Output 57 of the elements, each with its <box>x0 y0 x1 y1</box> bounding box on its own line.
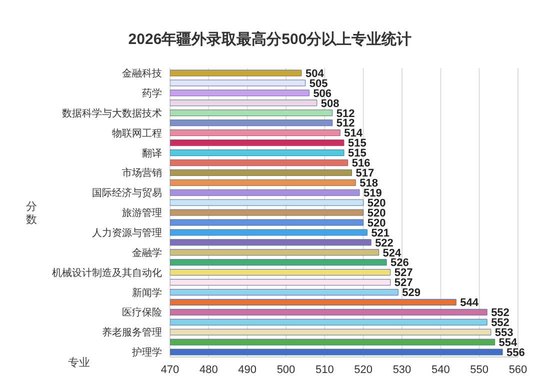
x-tick-label: 480 <box>199 364 218 376</box>
x-tick-label: 470 <box>160 364 180 376</box>
data-label: 520 <box>367 197 386 210</box>
y-tick-label: 机械设计制造及其自动化 <box>52 266 162 279</box>
data-label: 556 <box>506 346 525 359</box>
data-label: 544 <box>460 297 480 310</box>
x-tick-label: 530 <box>392 364 412 376</box>
data-label: 512 <box>336 118 355 130</box>
data-label: 529 <box>402 287 420 300</box>
y-tick-label: 市场营销 <box>122 167 162 180</box>
data-label: 552 <box>491 307 510 320</box>
data-label: 520 <box>367 207 386 220</box>
x-axis-title: 专业 <box>68 355 90 370</box>
data-label: 527 <box>394 267 413 280</box>
x-tick-label: 500 <box>276 364 296 376</box>
x-tick-label: 510 <box>315 364 334 376</box>
data-label: 512 <box>336 108 355 120</box>
data-label: 524 <box>382 247 402 260</box>
y-tick-label: 医疗保险 <box>122 306 162 319</box>
y-tick-label: 数据科学与大数据技术 <box>62 107 162 120</box>
data-label: 552 <box>491 317 510 330</box>
data-label: 553 <box>494 327 514 340</box>
data-label: 506 <box>313 88 332 100</box>
y-tick-label: 人力资源与管理 <box>92 226 162 239</box>
y-tick-label: 养老服务管理 <box>102 326 162 339</box>
x-tick-label: 550 <box>470 364 489 376</box>
data-label: 508 <box>320 98 340 110</box>
data-label: 522 <box>375 237 394 250</box>
data-label: 517 <box>356 168 374 180</box>
data-label: 519 <box>363 187 382 200</box>
data-label: 514 <box>344 128 364 140</box>
x-tick-label: 560 <box>508 364 528 376</box>
y-tick-label: 金融学 <box>132 246 162 259</box>
data-label: 526 <box>390 257 409 270</box>
chart-title: 2026年疆外录取最高分500分以上专业统计 <box>127 30 413 49</box>
data-label: 520 <box>367 217 386 230</box>
y-tick-label: 金融科技 <box>122 68 162 80</box>
x-tick-label: 540 <box>431 364 450 376</box>
data-label: 516 <box>352 158 370 170</box>
data-label: 518 <box>360 178 378 190</box>
data-label: 521 <box>371 227 390 240</box>
data-label: 554 <box>498 336 518 349</box>
y-tick-label: 物联网工程 <box>112 127 162 140</box>
data-label: 505 <box>309 78 328 90</box>
y-tick-label: 药学 <box>142 87 162 100</box>
data-label: 527 <box>394 277 413 290</box>
x-tick-label: 520 <box>354 364 373 376</box>
y-tick-label: 旅游管理 <box>122 207 162 220</box>
y-tick-label: 新闻学 <box>132 286 162 299</box>
y-tick-label: 翻译 <box>142 147 162 160</box>
x-tick-label: 490 <box>238 364 257 376</box>
y-tick-label: 国际经济与贸易 <box>92 187 162 200</box>
data-label: 515 <box>348 138 366 150</box>
data-label: 504 <box>305 68 325 80</box>
y-tick-label: 护理学 <box>131 346 162 359</box>
data-label: 515 <box>348 148 366 160</box>
y-axis-title: 分数 <box>26 200 38 226</box>
